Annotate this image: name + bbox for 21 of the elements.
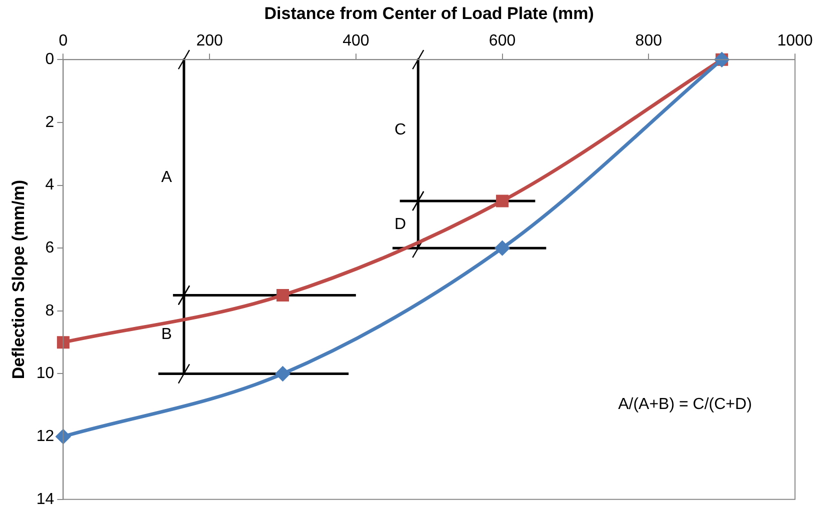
- x-tick-label: 600: [488, 32, 516, 50]
- y-tick-label: 8: [45, 302, 54, 320]
- y-tick-label: 2: [45, 114, 54, 131]
- x-tick-label: 400: [342, 32, 370, 50]
- series-label: B: [161, 326, 172, 343]
- y-tick-label: 10: [36, 365, 54, 382]
- series-label: A: [161, 168, 172, 186]
- y-tick-label: 12: [36, 428, 54, 445]
- y-tick-label: 4: [45, 176, 54, 194]
- y-tick-label: 0: [45, 51, 54, 68]
- x-tick-label: 200: [196, 32, 224, 50]
- annotation: A/(A+B) = C/(C+D): [618, 396, 752, 413]
- x-tick-label: 1000: [777, 32, 813, 50]
- x-axis-title: Distance from Center of Load Plate (mm): [264, 4, 594, 23]
- x-tick-label: 0: [58, 32, 68, 50]
- y-axis-title: Deflection Slope (mm/m): [8, 180, 28, 380]
- series-label: C: [394, 122, 406, 139]
- x-tick-label: 800: [635, 32, 662, 50]
- series-label: D: [394, 216, 406, 233]
- y-tick-label: 14: [36, 490, 54, 508]
- y-tick-label: 6: [45, 239, 54, 256]
